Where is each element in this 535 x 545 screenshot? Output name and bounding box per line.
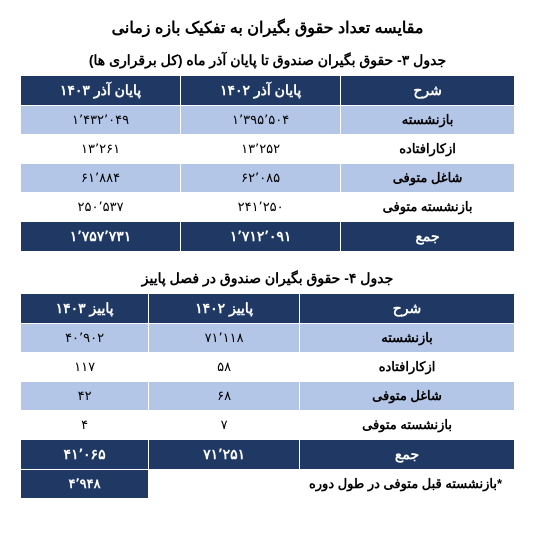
table3-total-row: جمع ۱٬۷۱۲٬۰۹۱ ۱٬۷۵۷٬۷۳۱ — [21, 222, 515, 252]
total-label: جمع — [300, 440, 515, 470]
table4-row: ازکارافتاده ۵۸ ۱۱۷ — [21, 353, 515, 382]
total-value-1403: ۱٬۷۵۷٬۷۳۱ — [21, 222, 181, 252]
page-title: مقایسه تعداد حقوق بگیران به تفکیک بازه ز… — [20, 18, 515, 38]
table4-row: بازنشسته متوفی ۷ ۴ — [21, 411, 515, 440]
row-value-1403: ۱٬۴۳۲٬۰۴۹ — [21, 106, 181, 135]
table3-row: بازنشسته متوفی ۲۴۱٬۲۵۰ ۲۵۰٬۵۳۷ — [21, 193, 515, 222]
table4: شرح پاییز ۱۴۰۲ پاییز ۱۴۰۳ بازنشسته ۷۱٬۱۱… — [20, 293, 515, 499]
table3-caption: جدول ۳- حقوق بگیران صندوق تا پایان آذر م… — [20, 52, 515, 69]
row-value-1403: ۱۳٬۲۶۱ — [21, 135, 181, 164]
total-value-1402: ۷۱٬۲۵۱ — [149, 440, 300, 470]
table4-header-1403: پاییز ۱۴۰۳ — [21, 294, 149, 324]
row-value-1402: ۷۱٬۱۱۸ — [149, 324, 300, 353]
table3-row: بازنشسته ۱٬۳۹۵٬۵۰۴ ۱٬۴۳۲٬۰۴۹ — [21, 106, 515, 135]
table3: شرح پایان آذر ۱۴۰۲ پایان آذر ۱۴۰۳ بازنشس… — [20, 75, 515, 252]
row-value-1403: ۱۱۷ — [21, 353, 149, 382]
row-label: بازنشسته متوفی — [300, 411, 515, 440]
row-value-1402: ۲۴۱٬۲۵۰ — [181, 193, 341, 222]
table4-row: شاغل متوفی ۶۸ ۴۲ — [21, 382, 515, 411]
row-label: شاغل متوفی — [341, 164, 515, 193]
table3-header-desc: شرح — [341, 76, 515, 106]
row-value-1403: ۴۲ — [21, 382, 149, 411]
table3-header-1402: پایان آذر ۱۴۰۲ — [181, 76, 341, 106]
footer-value: ۴٬۹۴۸ — [21, 470, 149, 499]
table4-header-desc: شرح — [300, 294, 515, 324]
table3-header-1403: پایان آذر ۱۴۰۳ — [21, 76, 181, 106]
total-label: جمع — [341, 222, 515, 252]
row-label: شاغل متوفی — [300, 382, 515, 411]
table4-total-row: جمع ۷۱٬۲۵۱ ۴۱٬۰۶۵ — [21, 440, 515, 470]
table4-header-1402: پاییز ۱۴۰۲ — [149, 294, 300, 324]
total-value-1402: ۱٬۷۱۲٬۰۹۱ — [181, 222, 341, 252]
row-value-1402: ۵۸ — [149, 353, 300, 382]
row-label: بازنشسته — [300, 324, 515, 353]
row-value-1402: ۷ — [149, 411, 300, 440]
row-value-1402: ۱۳٬۲۵۲ — [181, 135, 341, 164]
row-value-1402: ۶۲٬۰۸۵ — [181, 164, 341, 193]
table3-row: ازکارافتاده ۱۳٬۲۵۲ ۱۳٬۲۶۱ — [21, 135, 515, 164]
row-label: بازنشسته متوفی — [341, 193, 515, 222]
row-value-1403: ۲۵۰٬۵۳۷ — [21, 193, 181, 222]
row-value-1402: ۱٬۳۹۵٬۵۰۴ — [181, 106, 341, 135]
table4-footer-row: *بازنشسته قبل متوفی در طول دوره ۴٬۹۴۸ — [21, 470, 515, 499]
row-value-1402: ۶۸ — [149, 382, 300, 411]
row-value-1403: ۴ — [21, 411, 149, 440]
table4-caption: جدول ۴- حقوق بگیران صندوق در فصل پاییز — [20, 270, 515, 287]
row-label: ازکارافتاده — [341, 135, 515, 164]
table3-row: شاغل متوفی ۶۲٬۰۸۵ ۶۱٬۸۸۴ — [21, 164, 515, 193]
footer-label: *بازنشسته قبل متوفی در طول دوره — [149, 470, 515, 499]
total-value-1403: ۴۱٬۰۶۵ — [21, 440, 149, 470]
row-value-1403: ۴۰٬۹۰۲ — [21, 324, 149, 353]
row-label: ازکارافتاده — [300, 353, 515, 382]
table4-row: بازنشسته ۷۱٬۱۱۸ ۴۰٬۹۰۲ — [21, 324, 515, 353]
row-label: بازنشسته — [341, 106, 515, 135]
row-value-1403: ۶۱٬۸۸۴ — [21, 164, 181, 193]
